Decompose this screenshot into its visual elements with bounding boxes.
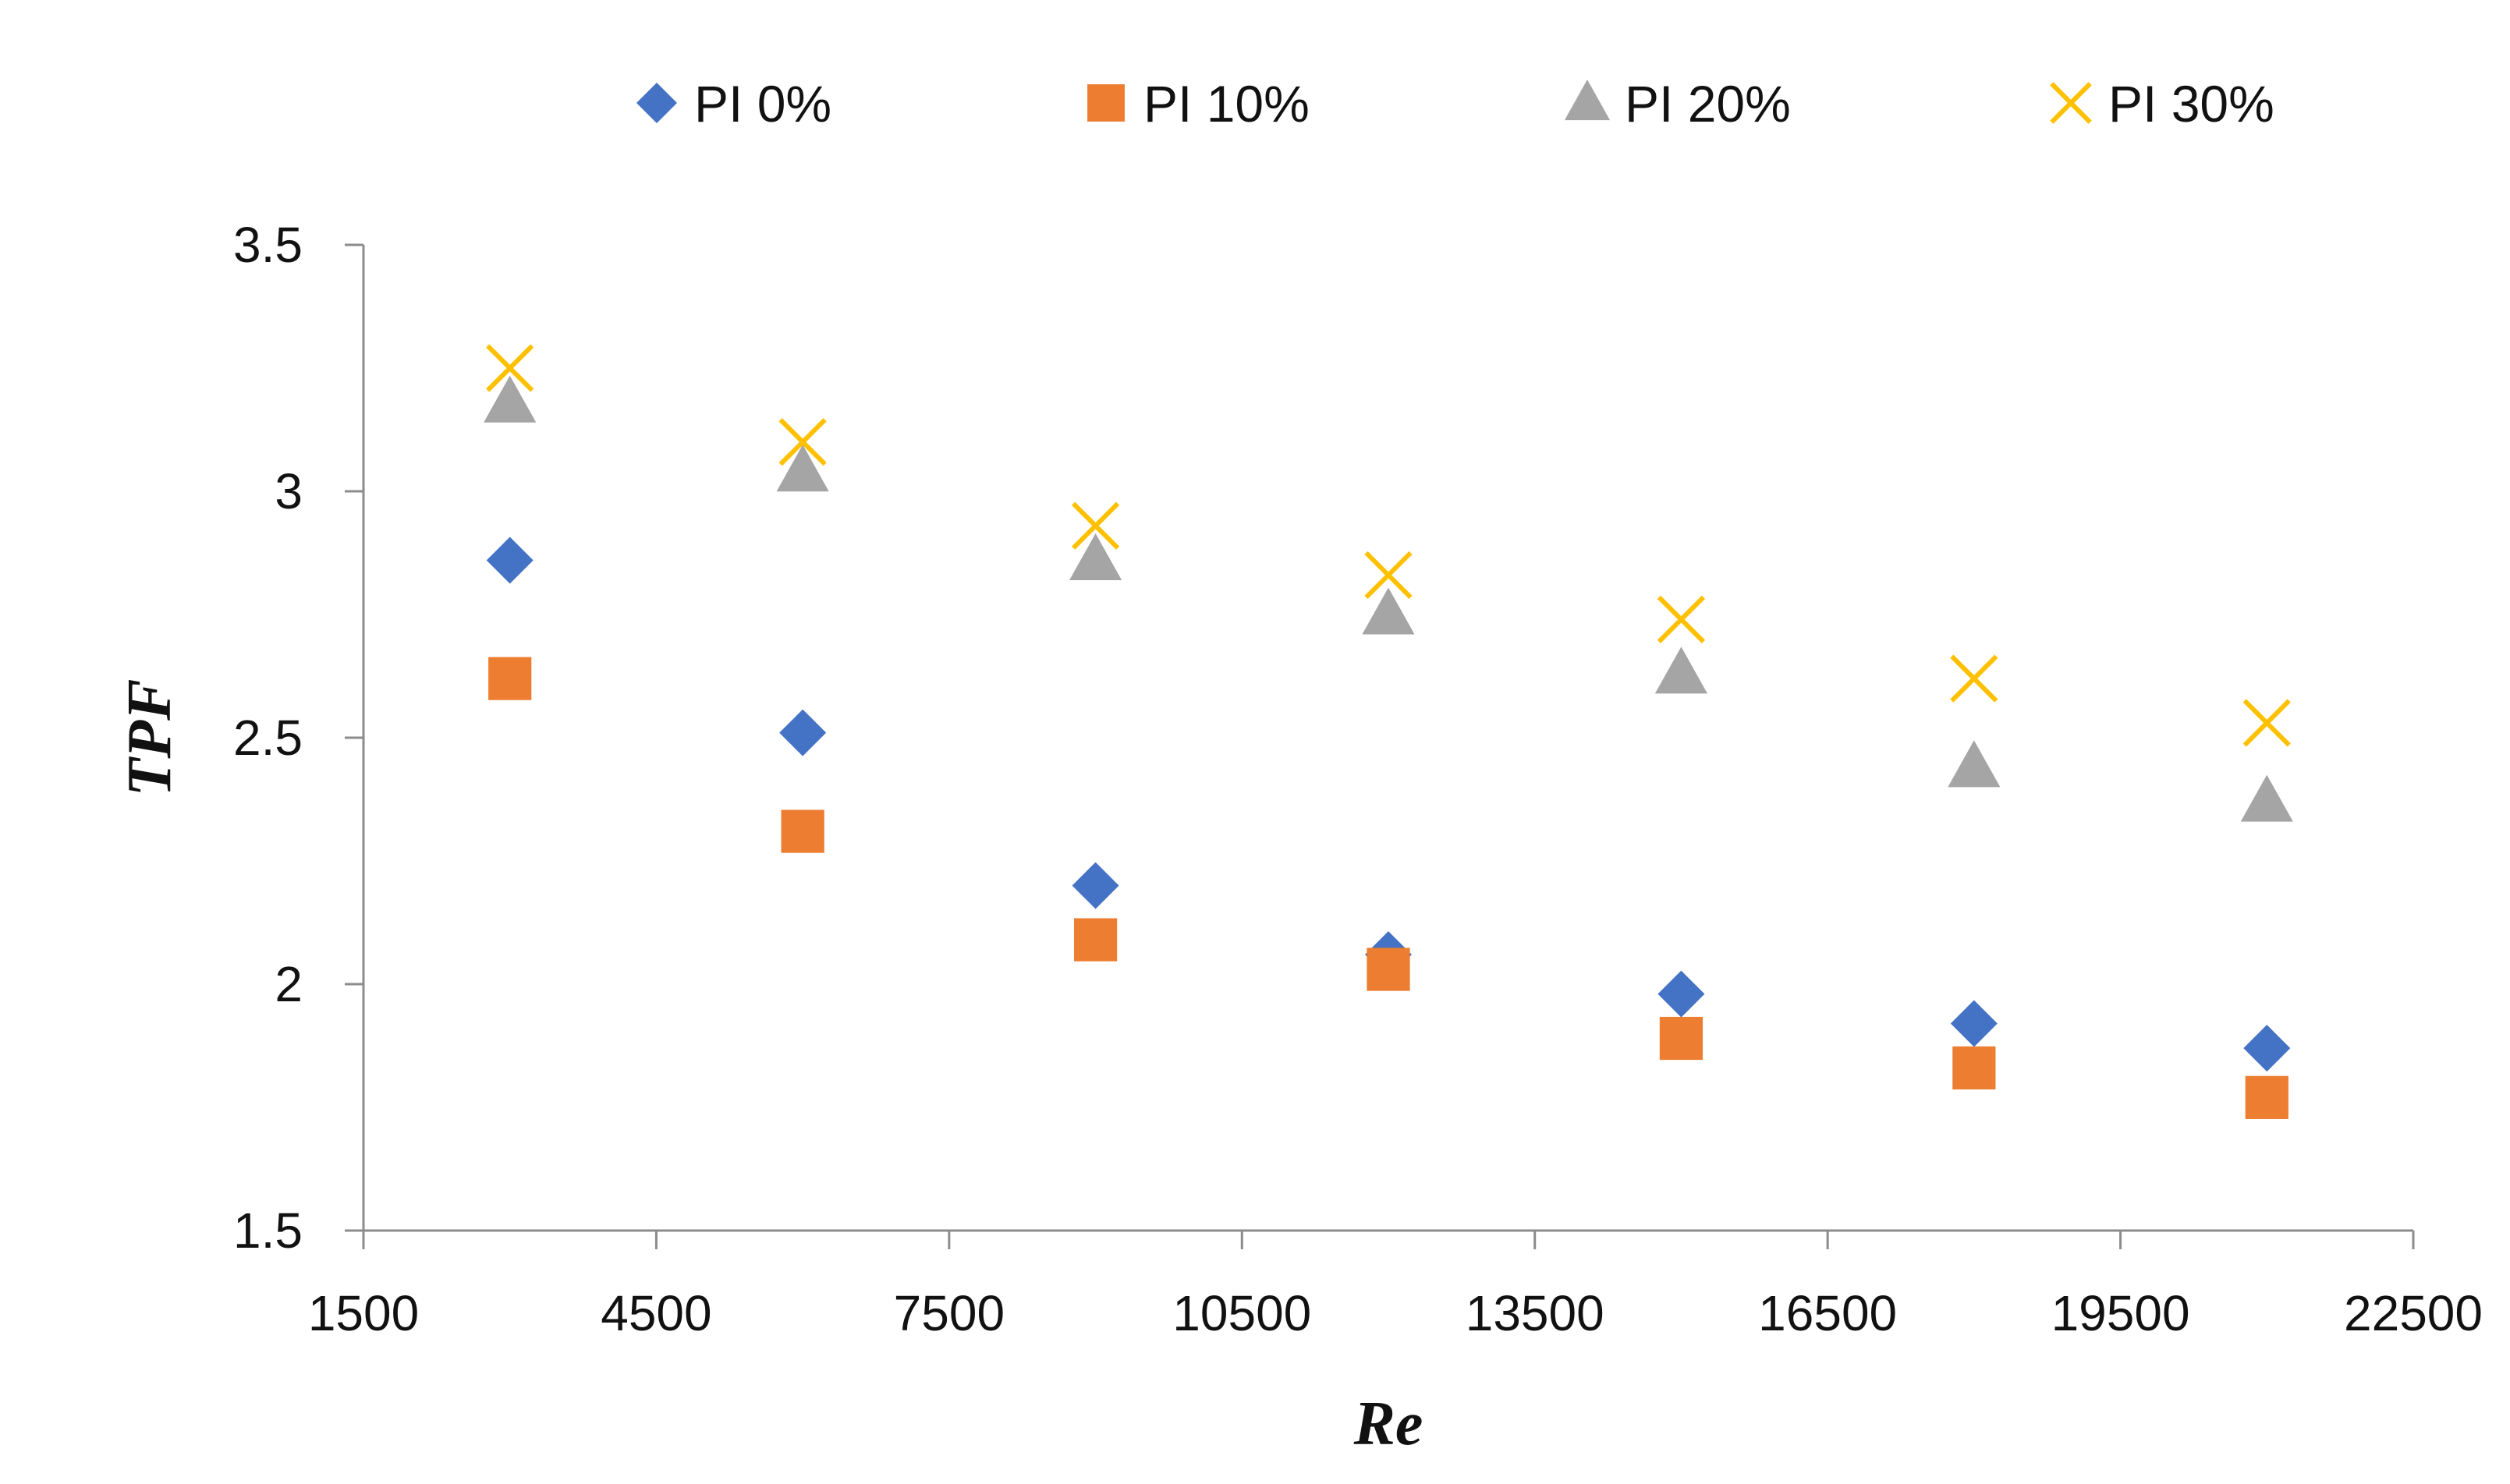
axes xyxy=(362,245,2413,1232)
data-point xyxy=(1659,1016,1703,1061)
data-point xyxy=(1952,1046,1996,1090)
data-point xyxy=(776,444,829,492)
y-tick-label: 2 xyxy=(275,956,303,1012)
series-pi-20- xyxy=(484,375,2293,822)
series-pi-30- xyxy=(486,344,2291,747)
data-point xyxy=(488,657,532,700)
data-point xyxy=(1073,918,1118,962)
data-point xyxy=(1657,595,1706,643)
data-point xyxy=(1950,1000,1998,1047)
legend-label: PI 0% xyxy=(694,75,831,133)
data-point xyxy=(2245,1075,2288,1119)
legend: PI 0% PI 10% PI 20% PI 30% xyxy=(636,75,2274,133)
data-point xyxy=(1657,970,1705,1018)
y-tick-label: 1.5 xyxy=(233,1202,303,1259)
y-tick-label: 2.5 xyxy=(233,710,303,766)
legend-item: PI 20% xyxy=(1564,75,1791,133)
data-point xyxy=(779,709,827,756)
x-tick-label: 22500 xyxy=(2344,1285,2483,1341)
data-point xyxy=(1362,587,1415,635)
data-point xyxy=(1654,646,1708,694)
ticks: 1.5 2 2.5 3 3.5 1500 4500 7500 10500 13500 16500 19… xyxy=(233,217,2483,1341)
x-tick-label: 4500 xyxy=(601,1285,711,1341)
data-points xyxy=(484,344,2293,1119)
legend-label: PI 30% xyxy=(2108,75,2274,133)
data-point xyxy=(486,344,534,392)
legend-item: PI 10% xyxy=(1087,75,1310,133)
y-tick-label: 3.5 xyxy=(233,217,303,273)
legend-item: PI 30% xyxy=(2050,75,2274,133)
x-axis-title: Re xyxy=(1353,1390,1423,1458)
x-tick-label: 13500 xyxy=(1466,1285,1604,1341)
data-point xyxy=(1950,654,1998,703)
legend-label: PI 20% xyxy=(1625,75,1791,133)
data-point xyxy=(781,809,824,853)
legend-marker-x xyxy=(2050,82,2092,124)
data-point xyxy=(484,375,537,423)
data-point xyxy=(1367,947,1410,991)
data-point xyxy=(1072,862,1119,909)
x-tick-label: 7500 xyxy=(894,1285,1005,1341)
legend-marker-diamond xyxy=(636,83,677,123)
y-tick-label: 3 xyxy=(275,463,303,519)
data-point xyxy=(2243,1025,2291,1072)
data-point xyxy=(1948,740,2001,788)
data-point xyxy=(2242,699,2291,747)
x-tick-label: 1500 xyxy=(308,1285,419,1341)
data-point xyxy=(1071,501,1120,550)
data-point xyxy=(2240,774,2293,822)
legend-item: PI 0% xyxy=(636,75,831,133)
legend-marker-square xyxy=(1087,84,1125,122)
data-point xyxy=(778,418,827,466)
x-tick-label: 10500 xyxy=(1172,1285,1311,1341)
y-axis-title: TPF xyxy=(115,678,184,796)
x-tick-label: 19500 xyxy=(2051,1285,2190,1341)
data-point xyxy=(1069,533,1122,580)
legend-label: PI 10% xyxy=(1143,75,1310,133)
series-pi-10- xyxy=(488,657,2288,1119)
x-tick-label: 16500 xyxy=(1758,1285,1897,1341)
data-point xyxy=(1364,551,1413,600)
data-point xyxy=(486,537,534,584)
legend-marker-triangle xyxy=(1564,80,1611,121)
